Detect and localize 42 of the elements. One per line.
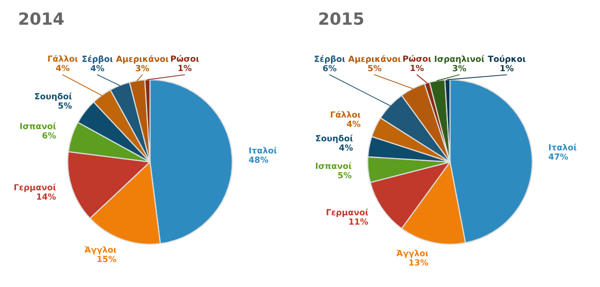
slice-label: Άγγλοι [84,246,116,254]
data-label: 6% [42,132,56,139]
slice-label: Σέρβοι [314,55,345,64]
slice-label: Ισραηλινοί [434,55,484,64]
slice-label: Ιταλοί [549,144,576,150]
data-label: 1% [178,64,192,72]
chart-title: 2015 [319,12,364,25]
slice-label: Αμερικάνοι [348,55,401,64]
slice-label: Γάλλοι [48,55,78,62]
slice-label: Σουηδοί [35,92,72,101]
data-label: 4% [90,64,104,72]
slice-label: Σέρβοι [82,55,113,64]
slice-label: Γερμανοί [14,184,56,192]
slice-label: Άγγλοι [396,249,428,258]
data-label: 14% [37,193,56,200]
data-label: 5% [338,172,352,178]
data-label: 1% [410,64,424,72]
slice-label: Ιταλοί [249,146,277,154]
data-label: 47% [548,153,568,160]
data-label: 5% [368,64,382,72]
slice-label: Ρώσοι [403,55,431,62]
data-label: 6% [323,64,336,72]
data-label: 3% [452,64,466,72]
slice-label: Ισπανοί [20,122,56,130]
chart-title: 2014 [19,12,64,25]
data-label: 5% [58,102,72,109]
data-label: 4% [339,144,353,151]
slice-label: Ρώσοι [171,55,199,62]
slice-label: Σουηδοί [316,134,353,143]
slice-label: Ισπανοί [316,162,352,170]
data-label: 13% [409,259,428,266]
data-label: 48% [248,156,268,163]
data-label: 4% [346,120,360,128]
data-label: 15% [98,256,116,262]
data-label: 1% [500,64,514,72]
slice-label: Τούρκοι [488,55,526,64]
data-label: 4% [56,64,70,72]
slice-label: Γάλλοι [330,110,360,118]
data-label: 11% [349,218,368,225]
data-label: 3% [136,64,150,72]
slice-label: Αμερικάνοι [116,55,168,64]
slice-label: Γερμανοί [326,208,368,218]
